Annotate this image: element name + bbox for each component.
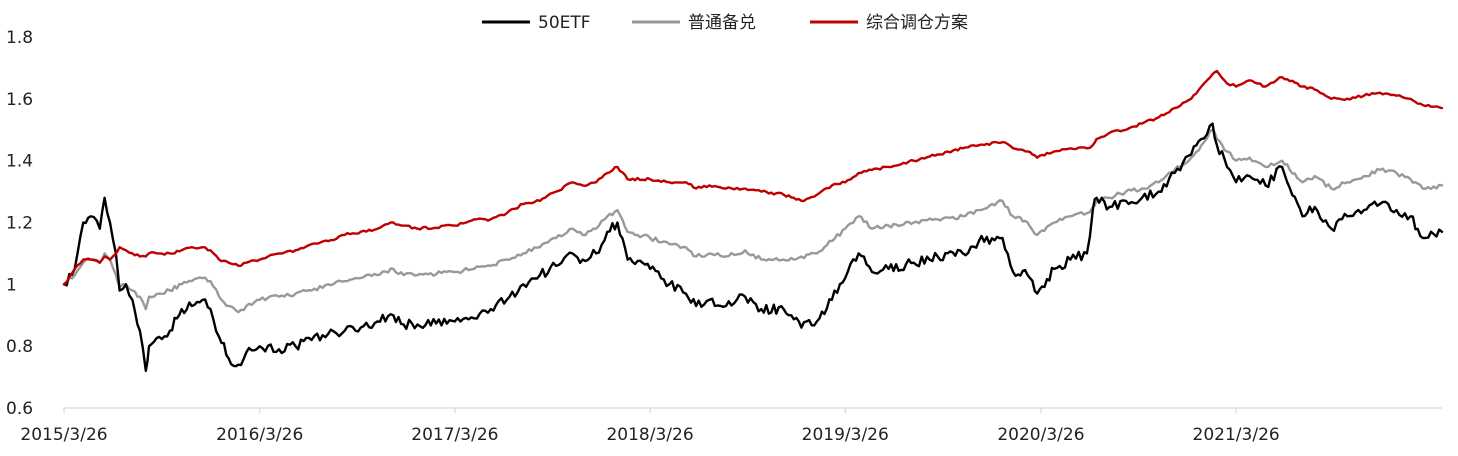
series-line-0 <box>62 122 1444 373</box>
legend: 50ETF 普通备兑 综合调仓方案 <box>482 13 968 33</box>
x-tick-label: 2020/3/26 <box>997 425 1084 445</box>
y-tick-label: 1.4 <box>6 152 33 172</box>
x-tick-label: 2017/3/26 <box>411 425 498 445</box>
y-tick-label: 1.2 <box>6 214 33 234</box>
y-axis: 0.6 0.8 1 1.2 1.4 1.6 1.8 <box>6 28 33 419</box>
series-line-2 <box>62 69 1444 286</box>
y-tick-label: 1 <box>6 275 17 295</box>
legend-label: 综合调仓方案 <box>866 13 968 33</box>
y-tick-label: 0.6 <box>6 399 33 419</box>
legend-label: 50ETF <box>538 13 591 33</box>
legend-label: 普通备兑 <box>688 13 756 33</box>
series-group <box>62 69 1444 373</box>
y-tick-label: 1.6 <box>6 90 33 110</box>
y-tick-label: 0.8 <box>6 337 33 357</box>
series-line-1 <box>62 128 1444 314</box>
x-tick-label: 2019/3/26 <box>802 425 889 445</box>
x-tick-label: 2016/3/26 <box>216 425 303 445</box>
x-tick-label: 2015/3/26 <box>20 425 107 445</box>
x-axis: 2015/3/26 2016/3/26 2017/3/26 2018/3/26 2019… <box>20 407 1442 445</box>
x-tick-label: 2021/3/26 <box>1193 425 1280 445</box>
y-tick-label: 1.8 <box>6 28 33 48</box>
x-tick-label: 2018/3/26 <box>606 425 693 445</box>
